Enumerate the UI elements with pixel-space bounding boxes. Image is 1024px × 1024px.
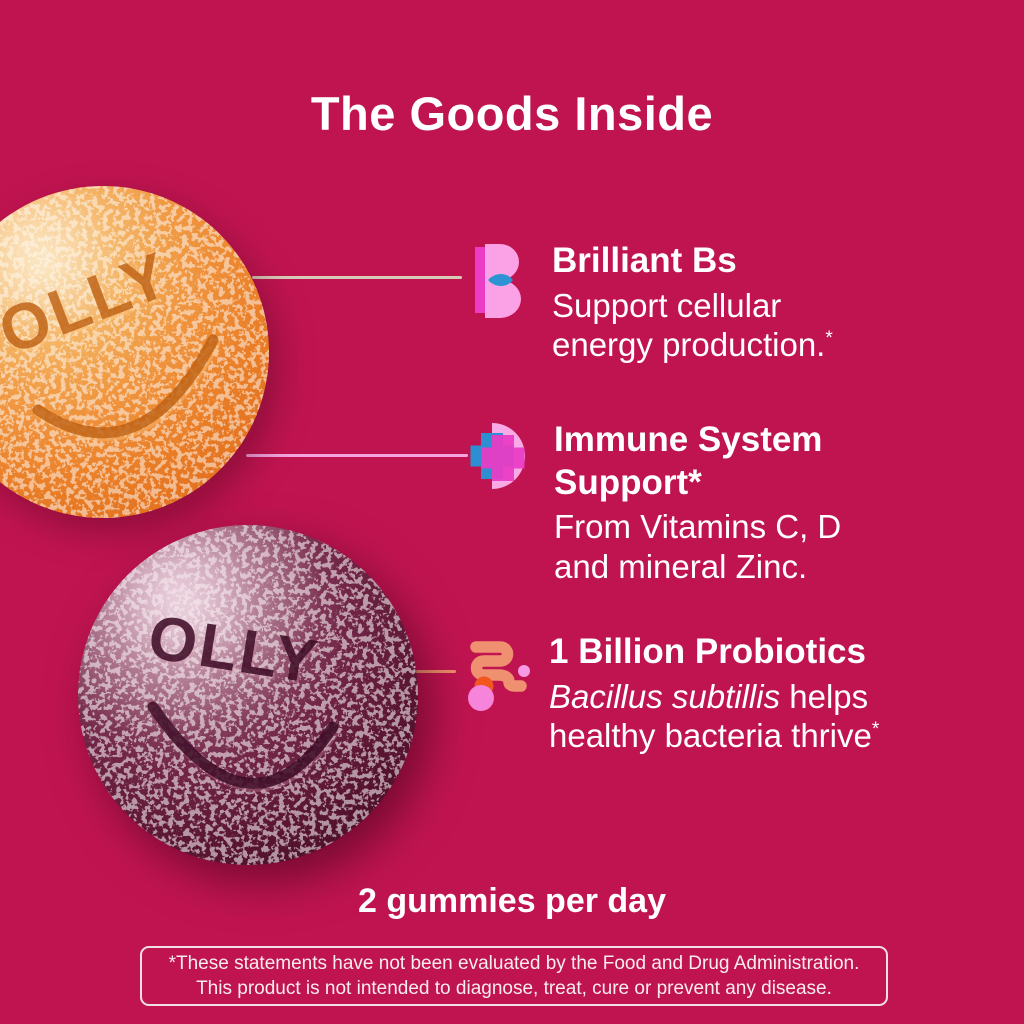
species-name: Bacillus subtillis bbox=[549, 677, 781, 715]
callout-probiotics: 1 Billion Probiotics Bacillus subtillis … bbox=[549, 631, 981, 755]
disclaimer-line-1: *These statements have not been evaluate… bbox=[168, 953, 860, 974]
callout-body: Bacillus subtillis helps healthy bacteri… bbox=[549, 677, 880, 754]
orange-gummy-image: OLLY OLLY bbox=[0, 186, 269, 518]
leader-line-probiotics bbox=[396, 670, 456, 673]
probiotic-icon bbox=[468, 641, 530, 711]
callout-immune-support: Immune System Support* From Vitamins C, … bbox=[554, 419, 892, 586]
footnote-asterisk: * bbox=[825, 327, 833, 349]
gummy-smile bbox=[32, 334, 221, 442]
callout-brilliant-bs: Brilliant Bs Support cellular energy pro… bbox=[552, 240, 888, 364]
callout-body: From Vitamins C, D and mineral Zinc. bbox=[554, 508, 842, 585]
footnote-asterisk: * bbox=[871, 718, 880, 740]
vitamin-b-icon bbox=[475, 244, 521, 318]
callout-title: 1 Billion Probiotics bbox=[549, 632, 866, 671]
disclaimer-box: *These statements have not been evaluate… bbox=[140, 946, 888, 1006]
dosage-text: 2 gummies per day bbox=[357, 882, 666, 920]
callout-title: Immune System Support* bbox=[554, 420, 823, 502]
callout-title: Brilliant Bs bbox=[552, 241, 737, 280]
disclaimer-line-2: This product is not intended to diagnose… bbox=[196, 978, 832, 999]
gummy-smile bbox=[147, 701, 341, 792]
immune-cross-icon bbox=[470, 423, 525, 489]
leader-line-brilliant-bs bbox=[252, 276, 462, 279]
leader-line-immune bbox=[246, 454, 468, 457]
callout-body: Support cellular energy production.* bbox=[552, 286, 833, 363]
page-title: The Goods Inside bbox=[310, 87, 714, 140]
berry-gummy-image: OLLY OLLY bbox=[78, 525, 418, 865]
